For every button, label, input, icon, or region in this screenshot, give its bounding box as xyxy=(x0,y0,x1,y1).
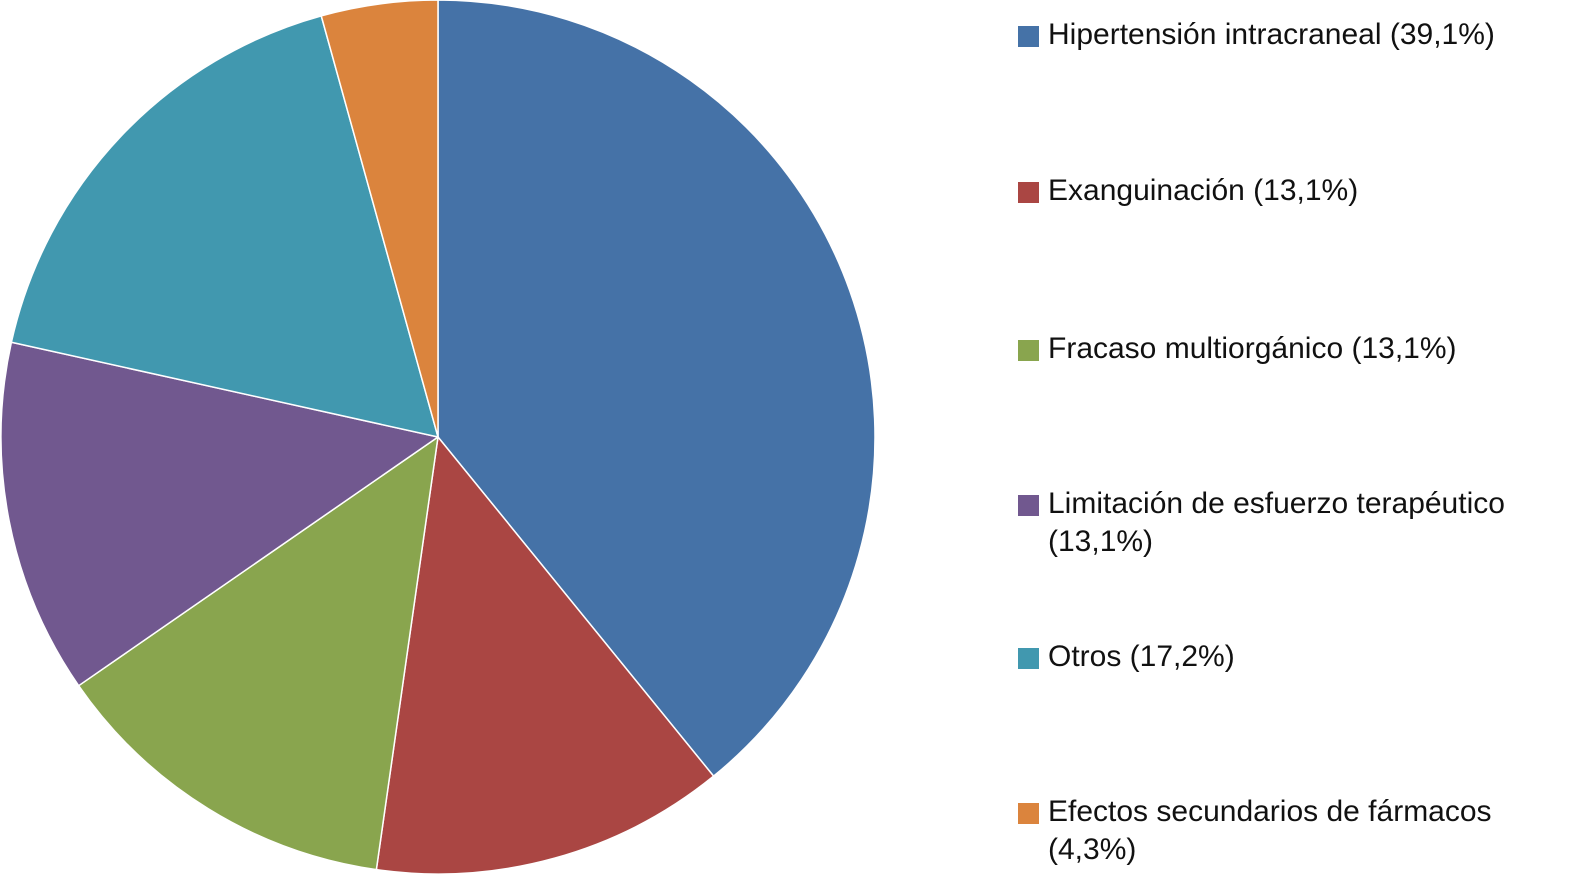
legend-swatch-exanguinacion xyxy=(1018,182,1039,203)
legend-label-hipertension: Hipertensión intracraneal (39,1%) xyxy=(1048,18,1495,51)
legend-label-exanguinacion: Exanguinación (13,1%) xyxy=(1048,174,1359,207)
legend-swatch-hipertension xyxy=(1018,26,1039,47)
legend-swatch-fracaso-multiorganico xyxy=(1018,340,1039,361)
pie-slice-limitacion-esfuerzo xyxy=(0,341,439,687)
chart-legend: Hipertensión intracraneal (39,1%) Exangu… xyxy=(1018,0,1588,887)
pie-slice-hipertension xyxy=(437,0,876,777)
pie-chart xyxy=(0,0,876,875)
legend-swatch-otros xyxy=(1018,648,1039,669)
legend-label-otros: Otros (17,2%) xyxy=(1048,640,1235,673)
legend-swatch-efectos-secundarios xyxy=(1018,803,1039,824)
legend-label-limitacion-esfuerzo: Limitación de esfuerzo terapéutico (13,1… xyxy=(1048,487,1505,558)
legend-swatch-limitacion-esfuerzo xyxy=(1018,495,1039,516)
legend-label-efectos-secundarios: Efectos secundarios de fármacos (4,3%) xyxy=(1048,795,1492,866)
pie-slice-fracaso-multiorganico xyxy=(77,436,439,871)
pie-slice-otros xyxy=(10,15,439,438)
pie-slice-efectos-secundarios xyxy=(320,0,439,438)
pie-slice-exanguinacion xyxy=(375,436,715,875)
legend-label-fracaso-multiorganico: Fracaso multiorgánico (13,1%) xyxy=(1048,332,1457,365)
